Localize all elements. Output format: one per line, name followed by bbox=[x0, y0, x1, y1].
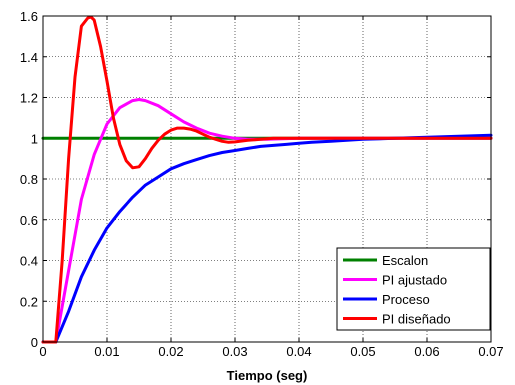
legend-label: Proceso bbox=[382, 292, 430, 307]
legend-label: PI ajustado bbox=[382, 273, 447, 288]
y-tick-label: 1.6 bbox=[20, 9, 38, 24]
x-tick-label: 0.06 bbox=[414, 344, 439, 359]
legend: Escalon PI ajustado Proceso PI diseñado bbox=[336, 247, 491, 331]
y-tick-label: 0.2 bbox=[20, 294, 38, 309]
series-line-proceso bbox=[41, 133, 493, 344]
x-tick-label: 0.01 bbox=[94, 344, 119, 359]
x-tick-label: 0.04 bbox=[286, 344, 311, 359]
legend-box bbox=[336, 247, 491, 331]
y-tick-labels: 0 0.2 0.4 0.6 0.8 1 1.2 1.4 1.6 bbox=[20, 9, 38, 350]
x-tick-label: 0 bbox=[39, 344, 46, 359]
x-tick-label: 0.03 bbox=[222, 344, 247, 359]
x-tick-labels: 0 0.01 0.02 0.03 0.04 0.05 0.06 0.07 bbox=[39, 344, 503, 359]
series-line-pi-disen-ado bbox=[41, 15, 493, 344]
y-tick-label: 0.6 bbox=[20, 213, 38, 228]
legend-label: Escalon bbox=[382, 253, 428, 268]
series-lines bbox=[41, 15, 493, 344]
y-tick-label: 1.2 bbox=[20, 91, 38, 106]
x-tick-label: 0.07 bbox=[478, 344, 503, 359]
x-axis-label: Tiempo (seg) bbox=[227, 368, 308, 383]
y-tick-label: 0 bbox=[31, 335, 38, 350]
y-tick-label: 1.4 bbox=[20, 50, 38, 65]
legend-label: PI diseñado bbox=[382, 312, 451, 327]
y-tick-label: 0.8 bbox=[20, 172, 38, 187]
y-tick-label: 1 bbox=[31, 131, 38, 146]
y-tick-label: 0.4 bbox=[20, 254, 38, 269]
x-tick-label: 0.05 bbox=[350, 344, 375, 359]
x-tick-label: 0.02 bbox=[158, 344, 183, 359]
plot-frame bbox=[42, 15, 492, 343]
